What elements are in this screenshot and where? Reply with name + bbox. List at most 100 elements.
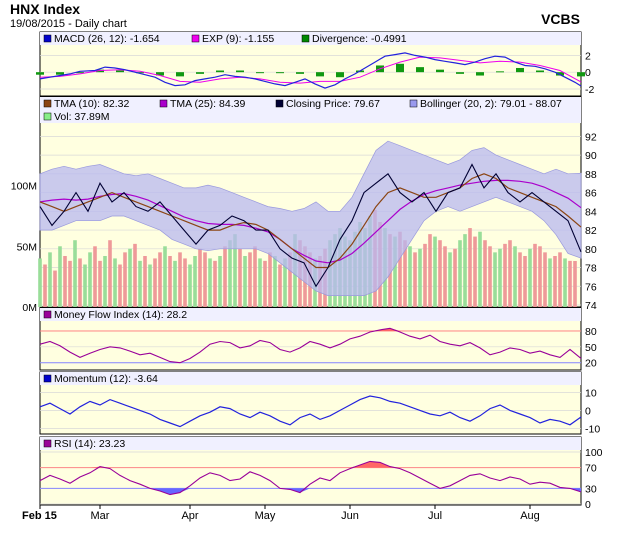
y-tick-label: 2 xyxy=(585,50,591,62)
divergence-bar xyxy=(556,72,564,76)
volume-bar xyxy=(263,260,267,307)
legend-label: TMA (10): 82.32 xyxy=(54,98,129,110)
volume-bar xyxy=(453,248,457,307)
volume-bar xyxy=(523,256,527,307)
volume-bar xyxy=(178,252,182,307)
legend-label: Money Flow Index (14): 28.2 xyxy=(54,309,187,321)
volume-bar xyxy=(498,248,502,307)
legend-swatch xyxy=(43,34,52,43)
volume-bar xyxy=(123,252,127,307)
divergence-bar xyxy=(316,72,324,77)
volume-bar xyxy=(78,258,82,307)
volume-bar xyxy=(143,256,147,307)
y-tick-label: 100 xyxy=(585,447,603,459)
volume-tick-label: 0M xyxy=(22,302,37,314)
volume-bar xyxy=(478,231,482,307)
volume-bar xyxy=(218,256,222,307)
volume-bar xyxy=(133,243,137,307)
x-tick-label: Mar xyxy=(91,510,110,522)
y-tick-label: 90 xyxy=(585,150,597,162)
mfi-line xyxy=(39,327,582,364)
y-tick-label: -10 xyxy=(585,423,600,435)
volume-bar xyxy=(428,234,432,307)
x-tick-label: Aug xyxy=(520,510,540,522)
x-tick-label: Jun xyxy=(341,510,359,522)
volume-bar xyxy=(258,258,262,307)
chart-panels: 20 -2 MACD (26, 12): -1.654 EXP (9): -1.155… xyxy=(11,31,603,511)
divergence-bar xyxy=(516,67,524,73)
volume-bar xyxy=(103,256,107,307)
legend-label: MACD (26, 12): -1.654 xyxy=(54,33,160,45)
closing-price-line xyxy=(39,163,582,288)
chart-subtitle: 19/08/2015 - Daily chart xyxy=(10,18,127,30)
legend-swatch xyxy=(43,99,52,108)
divergence-bar xyxy=(56,72,64,75)
volume-bar xyxy=(553,256,557,307)
volume-bar xyxy=(288,252,292,307)
volume-bar xyxy=(203,252,207,307)
volume-bar xyxy=(543,252,547,307)
legend-swatch xyxy=(275,99,284,108)
legend-swatch xyxy=(43,112,52,121)
volume-bar xyxy=(458,240,462,307)
y-tick-label: 70 xyxy=(585,463,597,475)
volume-bar xyxy=(538,246,542,307)
volume-bar xyxy=(118,264,122,307)
volume-bar xyxy=(503,243,507,307)
x-tick-label: May xyxy=(255,510,276,522)
y-tick-label: 80 xyxy=(585,244,597,256)
volume-bar xyxy=(533,243,537,307)
volume-bar xyxy=(228,240,232,307)
volume-bar xyxy=(423,243,427,307)
divergence-bar xyxy=(256,72,264,74)
volume-bar xyxy=(113,258,117,307)
volume-bar xyxy=(488,246,492,307)
y-tick-label: 20 xyxy=(585,358,597,370)
legend-label: EXP (9): -1.155 xyxy=(202,33,274,45)
volume-bar xyxy=(173,260,177,307)
y-tick-label: 10 xyxy=(585,387,597,399)
divergence-bar xyxy=(76,72,84,74)
volume-bar xyxy=(198,248,202,307)
legend-label: TMA (25): 84.39 xyxy=(170,98,245,110)
y-tick-label: 88 xyxy=(585,169,597,181)
divergence-bar xyxy=(36,72,44,75)
volume-bar xyxy=(108,240,112,307)
y-tick-label: 92 xyxy=(585,131,597,143)
volume-bar xyxy=(148,264,152,307)
legend-bar xyxy=(40,308,581,321)
divergence-bar xyxy=(416,67,424,73)
volume-bar xyxy=(88,252,92,307)
volume-bar xyxy=(188,264,192,307)
macd-line xyxy=(39,52,582,89)
volume-bar xyxy=(463,234,467,307)
volume-bar xyxy=(93,246,97,307)
volume-bar xyxy=(98,260,102,307)
y-tick-label: 50 xyxy=(585,342,597,354)
momentum-line xyxy=(39,395,582,428)
volume-bar xyxy=(248,252,252,307)
legend-bar xyxy=(40,437,581,450)
volume-bar xyxy=(138,260,142,307)
volume-bar xyxy=(443,246,447,307)
y-tick-label: -2 xyxy=(585,84,594,96)
volume-bar xyxy=(468,228,472,307)
divergence-bar xyxy=(156,72,164,76)
volume-bar xyxy=(548,258,552,307)
volume-bar xyxy=(83,264,87,307)
volume-tick-label: 100M xyxy=(11,181,37,193)
legend-bar xyxy=(40,32,581,45)
legend-label: Bollinger (20, 2): 79.01 - 88.07 xyxy=(420,98,562,110)
volume-bar xyxy=(528,248,532,307)
volume-bar xyxy=(183,258,187,307)
volume-bar xyxy=(213,260,217,307)
volume-bar xyxy=(508,240,512,307)
divergence-bar xyxy=(136,72,144,74)
divergence-bar xyxy=(456,72,464,74)
divergence-bar xyxy=(336,72,344,78)
volume-bar xyxy=(168,256,172,307)
volume-bar xyxy=(413,252,417,307)
divergence-bar xyxy=(296,72,304,74)
volume-bar xyxy=(398,231,402,307)
legend-label: Vol: 37.89M xyxy=(54,111,109,123)
